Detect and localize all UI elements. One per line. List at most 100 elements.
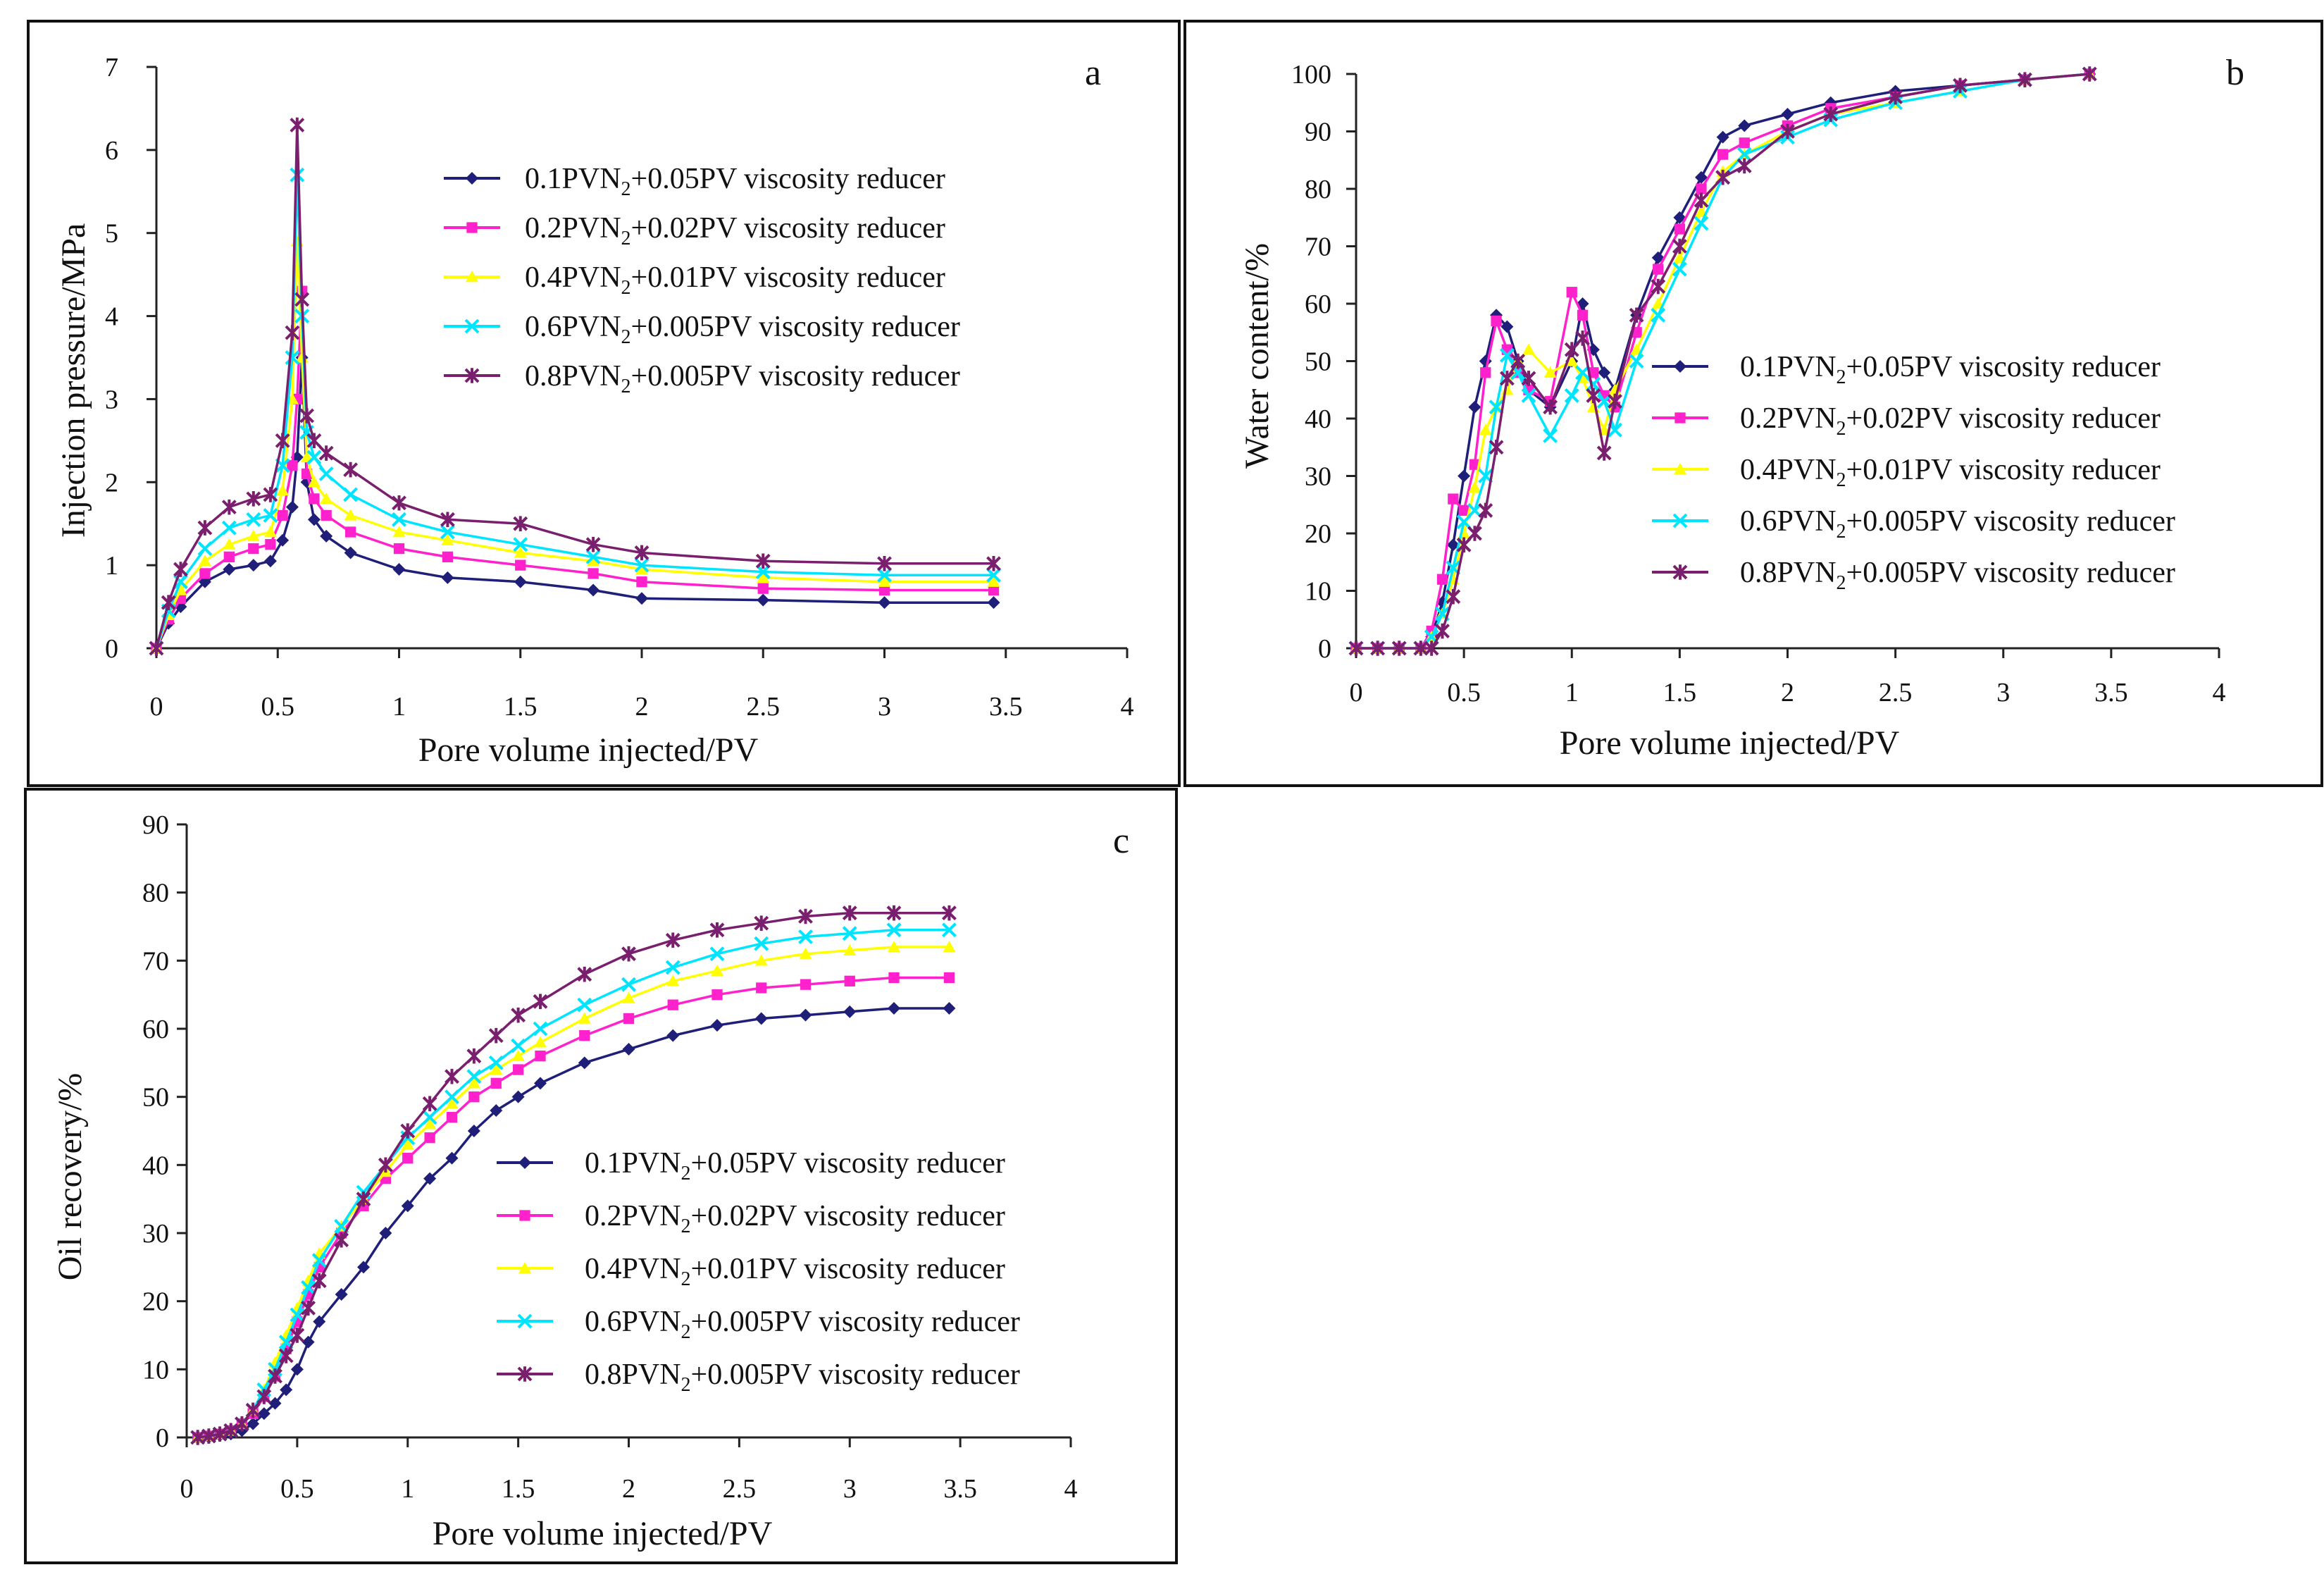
panel-c-legend-label-rest: +0.01PV viscosity reducer (691, 1253, 1005, 1285)
panel-b-legend-label-subscript: 2 (1837, 469, 1846, 491)
panel-a-data-point (986, 555, 1001, 571)
panel-c-data-point (843, 943, 857, 956)
panel-b-data-point (1672, 238, 1687, 254)
panel-a-legend-label-main: 0.2PVN (525, 212, 621, 245)
panel-c-legend-label-main: 0.2PVN (585, 1200, 681, 1232)
panel-b-x-tick-label: 1.5 (1663, 678, 1697, 707)
panel-c-legend-marker (517, 1313, 533, 1329)
panel-b-data-point (1436, 574, 1448, 585)
panel-a-data-point (248, 543, 259, 555)
panel-c-data-point (711, 1019, 723, 1032)
panel-a-data-point (246, 491, 261, 507)
panel-a-data-point (285, 500, 299, 514)
panel-b-legend-marker (1674, 412, 1686, 423)
panel-c-data-point (842, 905, 857, 921)
panel-c-x-tick-label: 2.5 (723, 1474, 757, 1504)
panel-a-y-tick-label: 2 (105, 468, 118, 497)
panel-c-data-point (711, 964, 723, 977)
panel-c-data-point (257, 1407, 271, 1421)
panel-a-data-point (263, 526, 277, 538)
panel-c-data-point (424, 1132, 435, 1144)
panel-a-data-point (442, 551, 454, 563)
panel-a-data-point (285, 350, 300, 365)
panel-c-data-point (488, 1055, 504, 1070)
panel-c-data-point (313, 1315, 326, 1328)
panel-b-data-point (1575, 330, 1590, 346)
panel-c-x-tick-label: 1.5 (502, 1474, 535, 1504)
panel-a-x-tick-label: 4 (1121, 692, 1134, 722)
panel-a-data-point (441, 571, 454, 584)
panel-a-y-tick-label: 0 (105, 634, 118, 664)
panel-a-series-line (155, 173, 994, 649)
panel-c-data-point (400, 1123, 416, 1139)
panel-c-data-point (799, 1008, 812, 1022)
panel-c-legend-label-subscript: 2 (681, 1163, 691, 1184)
panel-c-legend-marker (518, 1156, 531, 1169)
panel-c-data-point (422, 1110, 437, 1125)
panel-a-legend-label-main: 0.8PVN (525, 360, 621, 392)
panel-a-legend-label: 0.8PVN2+0.005PV viscosity reducer (525, 360, 960, 397)
panel-c-data-point (754, 936, 769, 951)
panel-b-data-point (1467, 502, 1482, 518)
panel-c-legend-label-main: 0.6PVN (585, 1306, 681, 1338)
panel-c-data-point (942, 922, 957, 938)
panel-b-y-tick-label: 10 (1305, 577, 1331, 607)
panel-c-data-point (401, 1199, 414, 1213)
panel-c-data-point (943, 972, 955, 984)
panel-a-data-point (393, 543, 405, 555)
panel-a-data-point (307, 476, 321, 488)
panel-b-legend-label-subscript: 2 (1837, 572, 1846, 594)
panel-c-data-point (535, 1051, 546, 1062)
panel-b-data-point (1780, 123, 1795, 140)
panel-a-data-point (755, 564, 771, 579)
panel-a-data-point (987, 575, 1000, 587)
panel-c-data-point (422, 1096, 437, 1112)
panel-a-data-point (307, 513, 321, 526)
panel-b-axes: 0 10 20 30 40 50 60 70 80 90 100 0 0.5 1 1.5 2 2.5 3 3.5 4 (1291, 60, 2226, 707)
panel-a-legend-label: 0.2PVN2+0.02PV viscosity reducer (525, 212, 945, 249)
panel-b-data-point (1565, 354, 1579, 366)
panel-c-data-point (798, 908, 813, 924)
panel-c-data-point (356, 1191, 371, 1207)
panel-b-data-point (1500, 320, 1514, 333)
panel-c-legend-label-rest: +0.05PV viscosity reducer (691, 1147, 1005, 1180)
panel-c-data-point (378, 1157, 393, 1173)
panel-b-data-point (1577, 309, 1589, 321)
panel-c-letter: c (1113, 821, 1129, 861)
panel-b-data-point (1435, 623, 1450, 639)
panel-a-data-point (514, 575, 527, 588)
panel-a-data-point (877, 567, 892, 583)
panel-b-data-point (1489, 439, 1504, 455)
panel-c-y-tick-label: 0 (156, 1423, 169, 1453)
panel-b-legend-label-main: 0.2PVN (1740, 402, 1837, 435)
panel-a-data-point (515, 559, 526, 571)
panel-b-data-point (1543, 366, 1557, 378)
panel-c-legend-label-subscript: 2 (681, 1268, 691, 1290)
panel-c-data-point (511, 1007, 526, 1023)
panel-c-data-point (290, 1363, 304, 1376)
panel-a-legend-item: 0.4PVN2+0.01PV viscosity reducer (444, 261, 945, 299)
panel-a-data-point (343, 462, 359, 478)
panel-c-data-point (754, 954, 768, 966)
panel-c-legend-marker (518, 1262, 531, 1274)
panel-c-data-point (533, 994, 548, 1010)
panel-a-y-tick-label: 1 (105, 551, 118, 581)
panel-b-data-point (1716, 130, 1729, 144)
panel-a-data-point (301, 468, 313, 480)
panel-c-data-point (621, 946, 636, 962)
panel-c-frame (24, 788, 1178, 1564)
panel-a-data-point (223, 538, 236, 550)
panel-b-data-point (1651, 307, 1666, 323)
panel-b-legend-marker (1672, 564, 1688, 580)
panel-c-data-point (843, 1005, 857, 1018)
panel-c-y-tick-label: 40 (142, 1151, 169, 1180)
panel-b-frame (1183, 20, 2323, 787)
panel-a-data-point (320, 492, 333, 505)
panel-c-data-point (886, 905, 902, 921)
panel-c-legend-label-subscript: 2 (681, 1321, 691, 1343)
panel-c-y-tick-label: 90 (142, 810, 169, 840)
panel-b-data-point (1479, 423, 1492, 435)
panel-a-legend-item: 0.8PVN2+0.005PV viscosity reducer (444, 360, 960, 397)
panel-a-data-point (173, 562, 188, 577)
panel-c-legend-label: 0.1PVN2+0.05PV viscosity reducer (585, 1147, 1005, 1184)
